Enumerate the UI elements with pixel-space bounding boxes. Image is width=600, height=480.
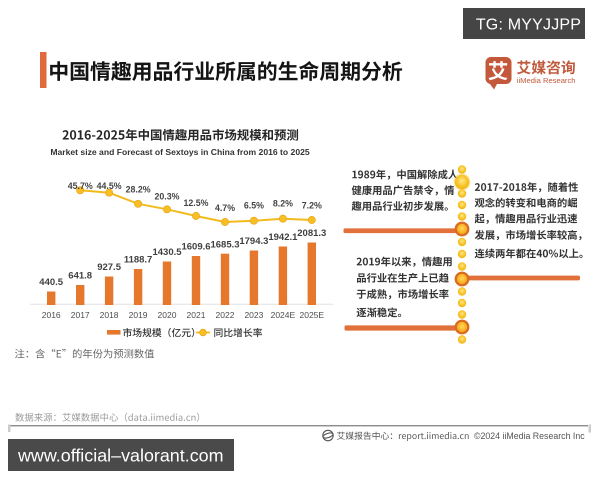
svg-text:TG: MYYJJPP: TG: MYYJJPP [476, 16, 581, 33]
svg-text:44.5%: 44.5% [97, 181, 122, 191]
svg-text:6.5%: 6.5% [244, 200, 264, 210]
svg-text:2025E: 2025E [300, 310, 325, 320]
svg-text:2020: 2020 [158, 310, 177, 320]
svg-text:1430.5: 1430.5 [152, 247, 182, 258]
svg-text:641.8: 641.8 [68, 271, 92, 282]
svg-text:2019: 2019 [129, 310, 148, 320]
svg-text:©2024 iiMedia Research Inc: ©2024 iiMedia Research Inc [474, 431, 585, 441]
svg-text:1942.1: 1942.1 [268, 232, 298, 243]
svg-text:2081.3: 2081.3 [297, 228, 326, 239]
svg-text:20.3%: 20.3% [155, 191, 180, 201]
svg-text:www.official–valorant.com: www.official–valorant.com [17, 445, 224, 465]
svg-text:1794.3: 1794.3 [239, 236, 268, 247]
svg-text:2023: 2023 [244, 310, 263, 320]
svg-text:iiMedia Research: iiMedia Research [517, 76, 576, 85]
svg-text:440.5: 440.5 [39, 277, 63, 288]
svg-text:927.5: 927.5 [97, 262, 121, 273]
svg-text:2022: 2022 [216, 310, 235, 320]
svg-text:2016: 2016 [42, 310, 61, 320]
svg-text:1685.3: 1685.3 [210, 239, 239, 250]
svg-text:7.2%: 7.2% [302, 200, 322, 210]
svg-text:2018: 2018 [100, 310, 119, 320]
svg-text:2024E: 2024E [271, 310, 296, 320]
svg-text:2017: 2017 [71, 310, 90, 320]
svg-text:Market size and Forecast of Se: Market size and Forecast of Sextoys in C… [50, 147, 310, 157]
svg-text:4.7%: 4.7% [215, 203, 235, 213]
svg-text:1188.7: 1188.7 [124, 255, 153, 266]
svg-text:1609.6: 1609.6 [181, 242, 210, 253]
svg-text:2021: 2021 [187, 310, 206, 320]
svg-text:8.2%: 8.2% [273, 199, 293, 209]
svg-text:28.2%: 28.2% [126, 185, 151, 195]
svg-text:12.5%: 12.5% [184, 198, 209, 208]
svg-text:45.7%: 45.7% [68, 181, 93, 191]
